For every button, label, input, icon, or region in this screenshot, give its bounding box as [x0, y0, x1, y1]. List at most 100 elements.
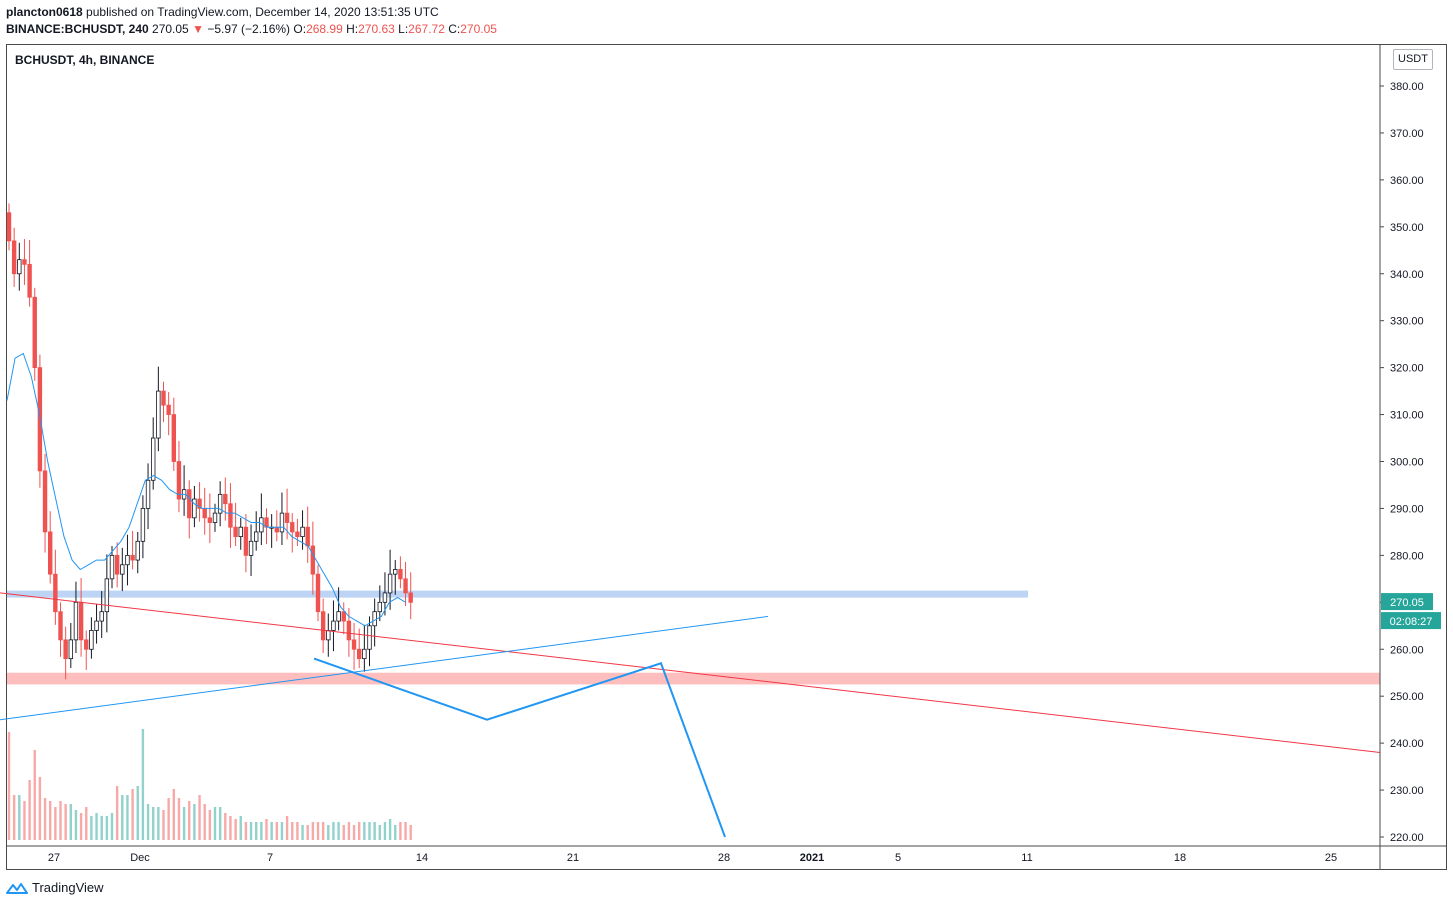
time-tick-label: 14 — [416, 852, 428, 864]
time-tick-label: 21 — [567, 852, 579, 864]
volume-bar — [224, 813, 227, 840]
volume-bar — [306, 825, 309, 840]
volume-bar — [291, 822, 294, 840]
volume-bar — [342, 825, 345, 840]
price-badge-bg — [1381, 593, 1433, 611]
volume-bar — [188, 801, 191, 840]
volume-bar — [33, 750, 36, 840]
candle-body — [140, 508, 146, 542]
candle-body — [228, 503, 233, 528]
candle-body — [403, 578, 408, 594]
volume-bar — [198, 795, 201, 840]
volume-bar — [280, 822, 284, 840]
volume-bar — [244, 822, 248, 840]
price-tick-label: 360.00 — [1390, 175, 1424, 187]
red-trend-line — [0, 592, 1381, 753]
low-label: L: — [398, 22, 409, 36]
candle-body — [145, 479, 151, 509]
ma-line — [6, 352, 406, 627]
tradingview-logo[interactable]: TradingView — [6, 880, 104, 895]
volume-bar — [115, 786, 119, 840]
volume-bar — [301, 825, 304, 840]
volume-bar — [43, 798, 47, 840]
volume-bar — [121, 795, 124, 840]
candle-body — [161, 390, 166, 406]
countdown-badge-bg — [1381, 612, 1441, 630]
candle-body — [300, 526, 305, 538]
volume-bar — [12, 795, 16, 840]
candle-body — [166, 404, 171, 415]
time-tick-label: Dec — [130, 852, 150, 864]
volume-bar — [363, 822, 366, 840]
candle-body — [120, 564, 125, 575]
volume-bar — [157, 807, 160, 840]
volume-bar — [347, 822, 351, 840]
price-tick-label: 340.00 — [1390, 269, 1424, 281]
candle-body — [135, 540, 140, 561]
chart-title: BCHUSDT, 4h, BINANCE — [15, 53, 155, 67]
high-label: H: — [346, 22, 359, 36]
volume-bar — [296, 822, 299, 840]
volume-bar — [249, 822, 253, 840]
chart-frame[interactable] — [6, 44, 1447, 870]
volume-bar — [275, 822, 278, 840]
volume-bar — [28, 780, 31, 840]
candle-body — [109, 554, 115, 580]
footer-brand: TradingView — [32, 880, 104, 895]
candle-body — [274, 526, 279, 533]
candle-body — [305, 526, 310, 547]
volume-bar — [105, 816, 109, 840]
volume-bar — [378, 825, 381, 840]
candle-body — [89, 630, 94, 650]
volume-bar — [79, 813, 83, 840]
time-tick-label: 11 — [1021, 852, 1032, 864]
candle-body — [73, 601, 79, 641]
volume-bar — [234, 819, 237, 840]
candle-body — [243, 526, 249, 556]
last-price: 270.05 — [152, 22, 189, 36]
candle-body — [53, 573, 58, 613]
volume-bar — [368, 822, 371, 840]
candle-body — [393, 569, 398, 575]
volume-bar — [18, 795, 21, 840]
volume-bar — [255, 822, 258, 840]
price-badge: 270.05 — [1390, 597, 1424, 609]
volume-bar — [270, 822, 273, 840]
time-tick-label: 27 — [48, 852, 60, 864]
volume-bar — [332, 822, 335, 840]
volume-bar — [404, 822, 407, 840]
volume-bar — [218, 807, 222, 840]
price-tick-label: 250.00 — [1390, 691, 1424, 703]
price-tick-label: 240.00 — [1390, 738, 1424, 750]
candle-body — [187, 489, 192, 519]
candle-body — [356, 648, 362, 660]
volume-bar — [167, 798, 170, 840]
volume-bar — [311, 822, 315, 840]
candle-body — [408, 592, 413, 603]
volume-bar — [213, 807, 217, 840]
volume-bar — [126, 795, 129, 840]
time-tick-label: 7 — [267, 852, 273, 864]
candle-body — [382, 592, 388, 603]
candle-body — [212, 512, 218, 523]
candle-body — [310, 545, 316, 575]
volume-bar — [285, 816, 289, 840]
candle-body — [398, 569, 403, 580]
candle-body — [336, 611, 341, 622]
volume-bar — [321, 822, 325, 840]
author-name[interactable]: plancton0618 — [6, 5, 83, 19]
candle-body — [27, 263, 32, 298]
support-zone-band — [7, 590, 1028, 598]
volume-bar — [182, 807, 186, 840]
volume-bar — [383, 822, 387, 840]
volume-bar — [100, 816, 103, 840]
candle-body — [377, 601, 382, 613]
currency-button[interactable]: USDT — [1393, 49, 1433, 70]
low-value: 267.72 — [408, 22, 445, 36]
candle-body — [84, 639, 89, 650]
volume-bar — [193, 804, 196, 840]
volume-bar — [177, 798, 181, 840]
volume-bar — [203, 804, 206, 840]
price-tick-label: 320.00 — [1390, 363, 1424, 375]
